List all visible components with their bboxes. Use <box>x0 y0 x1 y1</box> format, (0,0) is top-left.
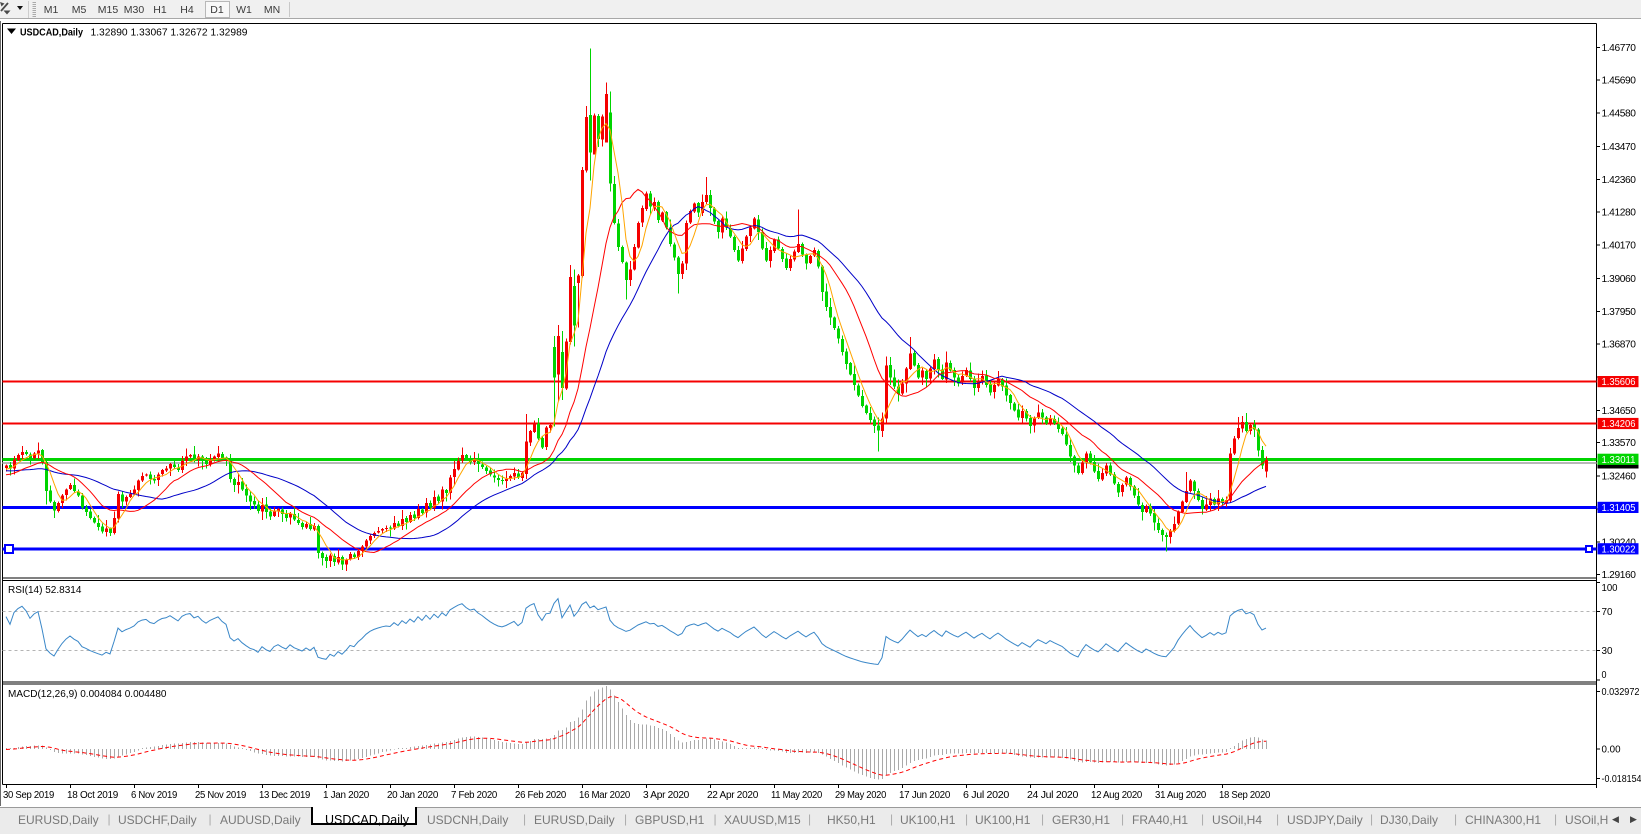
svg-text:1.41280: 1.41280 <box>1602 207 1637 218</box>
svg-text:16 Mar 2020: 16 Mar 2020 <box>579 790 631 801</box>
svg-text:11 May 2020: 11 May 2020 <box>771 790 823 801</box>
svg-text:26 Feb 2020: 26 Feb 2020 <box>515 790 567 801</box>
svg-text:RSI(14) 52.8314: RSI(14) 52.8314 <box>8 585 82 596</box>
svg-text:100: 100 <box>1602 583 1618 594</box>
svg-text:1.33570: 1.33570 <box>1602 438 1637 449</box>
svg-text:1.34206: 1.34206 <box>1602 419 1636 430</box>
svg-text:7 Feb 2020: 7 Feb 2020 <box>451 790 498 801</box>
svg-text:30 Sep 2019: 30 Sep 2019 <box>3 790 55 801</box>
svg-text:M5: M5 <box>72 4 87 16</box>
svg-text:1.45690: 1.45690 <box>1602 75 1637 86</box>
svg-text:1.29160: 1.29160 <box>1602 570 1637 581</box>
svg-text:3 Apr 2020: 3 Apr 2020 <box>643 790 690 801</box>
svg-text:1.43470: 1.43470 <box>1602 142 1637 153</box>
svg-text:31 Aug 2020: 31 Aug 2020 <box>1155 790 1207 801</box>
svg-text:1.30022: 1.30022 <box>1602 544 1636 555</box>
svg-text:M1: M1 <box>44 4 59 16</box>
svg-text:18 Oct 2019: 18 Oct 2019 <box>67 790 119 801</box>
svg-text:18 Sep 2020: 18 Sep 2020 <box>1219 790 1271 801</box>
svg-text:0.032972: 0.032972 <box>1602 687 1640 698</box>
svg-text:22 Apr 2020: 22 Apr 2020 <box>707 790 759 801</box>
svg-text:MACD(12,26,9) 0.004084 0.00448: MACD(12,26,9) 0.004084 0.004480 <box>8 689 167 700</box>
svg-text:-0.018154: -0.018154 <box>1602 774 1641 785</box>
svg-text:30: 30 <box>1602 646 1613 657</box>
svg-text:H1: H1 <box>153 4 167 16</box>
svg-text:1.31405: 1.31405 <box>1602 503 1636 514</box>
svg-text:20 Jan 2020: 20 Jan 2020 <box>387 790 439 801</box>
svg-text:W1: W1 <box>236 4 252 16</box>
svg-text:1.34650: 1.34650 <box>1602 406 1637 417</box>
svg-text:12 Aug 2020: 12 Aug 2020 <box>1091 790 1143 801</box>
svg-text:1.32460: 1.32460 <box>1602 471 1637 482</box>
svg-text:1.42360: 1.42360 <box>1602 175 1637 186</box>
svg-text:1.46770: 1.46770 <box>1602 43 1637 54</box>
svg-text:1.39060: 1.39060 <box>1602 274 1637 285</box>
svg-text:1.36870: 1.36870 <box>1602 339 1637 350</box>
svg-text:6 Nov 2019: 6 Nov 2019 <box>131 790 178 801</box>
svg-text:M30: M30 <box>124 4 145 16</box>
svg-text:1 Jan 2020: 1 Jan 2020 <box>323 790 370 801</box>
svg-text:0: 0 <box>1602 670 1607 681</box>
svg-text:25 Nov 2019: 25 Nov 2019 <box>195 790 247 801</box>
svg-text:17 Jun 2020: 17 Jun 2020 <box>899 790 951 801</box>
svg-text:MN: MN <box>264 4 280 16</box>
svg-text:70: 70 <box>1602 607 1613 618</box>
svg-text:0.00: 0.00 <box>1602 744 1621 755</box>
svg-text:29 May 2020: 29 May 2020 <box>835 790 887 801</box>
svg-text:24 Jul 2020: 24 Jul 2020 <box>1027 790 1079 801</box>
svg-text:D1: D1 <box>210 4 224 16</box>
svg-text:H4: H4 <box>180 4 194 16</box>
svg-text:1.37950: 1.37950 <box>1602 307 1637 318</box>
svg-text:1.33011: 1.33011 <box>1602 455 1636 466</box>
svg-text:6 Jul 2020: 6 Jul 2020 <box>963 790 1010 801</box>
svg-text:M15: M15 <box>98 4 119 16</box>
svg-text:1.44580: 1.44580 <box>1602 109 1637 120</box>
svg-text:1.35606: 1.35606 <box>1602 377 1636 388</box>
svg-text:1.40170: 1.40170 <box>1602 241 1637 252</box>
svg-text:13 Dec 2019: 13 Dec 2019 <box>259 790 311 801</box>
